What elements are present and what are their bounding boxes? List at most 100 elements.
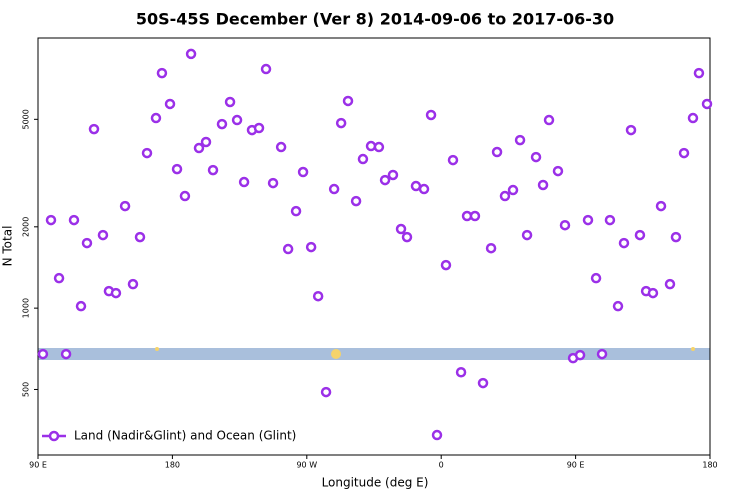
data-point: [185, 48, 197, 60]
data-point: [440, 259, 452, 271]
data-point: [305, 241, 317, 253]
surface-band: [38, 348, 710, 360]
band-spot: [155, 347, 159, 351]
x-tick-label: 180: [165, 461, 180, 470]
data-point: [582, 214, 594, 226]
data-point: [693, 67, 705, 79]
data-point: [521, 229, 533, 241]
data-point: [53, 272, 65, 284]
data-point: [60, 348, 72, 360]
y-tick-label: 500: [22, 382, 31, 397]
band-spot: [331, 349, 341, 359]
data-point: [590, 272, 602, 284]
data-point: [81, 237, 93, 249]
data-point: [625, 124, 637, 136]
data-point: [357, 153, 369, 165]
data-point: [37, 348, 49, 360]
data-point: [596, 348, 608, 360]
data-point: [401, 231, 413, 243]
data-point: [387, 169, 399, 181]
x-tick-label: 90 E: [29, 461, 47, 470]
data-point: [410, 180, 422, 192]
legend-label: Land (Nadir&Glint) and Ocean (Glint): [74, 429, 296, 443]
chart-title: 50S-45S December (Ver 8) 2014-09-06 to 2…: [136, 10, 614, 29]
data-point: [290, 205, 302, 217]
plot-frame: [37, 37, 711, 456]
data-point: [477, 377, 489, 389]
data-point: [507, 184, 519, 196]
data-point: [655, 200, 667, 212]
legend-marker: [48, 430, 60, 442]
data-point: [216, 118, 228, 130]
data-point: [119, 200, 131, 212]
data-point: [134, 231, 146, 243]
data-point: [425, 109, 437, 121]
x-axis-label: Longitude (deg E): [322, 476, 429, 490]
data-point: [141, 147, 153, 159]
data-point: [335, 117, 347, 129]
data-point: [110, 287, 122, 299]
data-point: [260, 63, 272, 75]
data-point: [342, 95, 354, 107]
data-point: [200, 136, 212, 148]
data-point: [701, 98, 713, 110]
x-tick-label: 0: [439, 461, 444, 470]
data-point: [664, 278, 676, 290]
data-point: [514, 134, 526, 146]
data-point: [543, 114, 555, 126]
data-point: [418, 183, 430, 195]
data-point: [552, 165, 564, 177]
y-tick-label: 5000: [22, 109, 31, 129]
data-point: [431, 429, 443, 441]
data-point: [193, 142, 205, 154]
data-point: [491, 146, 503, 158]
x-tick-label: 90 E: [567, 461, 585, 470]
data-point: [455, 367, 467, 378]
data-point: [224, 96, 236, 108]
data-point: [634, 229, 646, 241]
x-tick-label: 90 W: [296, 461, 317, 470]
x-tick-label: 180: [702, 461, 717, 470]
data-point: [687, 112, 699, 124]
data-point: [238, 176, 250, 188]
data-point: [469, 210, 481, 222]
data-point: [618, 237, 630, 249]
data-point: [253, 122, 265, 134]
data-point: [328, 183, 340, 195]
data-point: [447, 154, 459, 166]
data-point: [499, 190, 511, 202]
data-point: [231, 114, 243, 126]
data-point: [156, 67, 168, 79]
data-point: [678, 147, 690, 159]
data-point: [97, 229, 109, 241]
data-point: [207, 164, 219, 176]
data-point: [127, 278, 139, 290]
data-point: [320, 386, 332, 398]
data-point: [559, 219, 571, 231]
data-point: [45, 214, 57, 226]
data-point: [612, 300, 624, 312]
data-point: [373, 141, 385, 153]
data-point: [150, 112, 162, 124]
data-point: [647, 287, 659, 299]
data-point: [530, 151, 542, 163]
data-point: [275, 141, 287, 153]
data-point: [88, 123, 100, 135]
data-point: [164, 98, 176, 110]
y-tick-label: 1000: [22, 298, 31, 318]
data-point: [282, 243, 294, 255]
data-point: [267, 177, 279, 189]
data-point: [574, 349, 586, 361]
data-point: [670, 231, 682, 243]
y-axis-label: N Total: [1, 226, 15, 267]
data-point: [395, 223, 407, 235]
data-point: [604, 214, 616, 226]
data-point: [75, 300, 87, 312]
data-point: [312, 290, 324, 302]
data-point: [297, 166, 309, 178]
data-point: [171, 163, 183, 175]
data-point: [350, 195, 362, 207]
data-point: [179, 190, 191, 202]
band-spot: [691, 347, 695, 351]
